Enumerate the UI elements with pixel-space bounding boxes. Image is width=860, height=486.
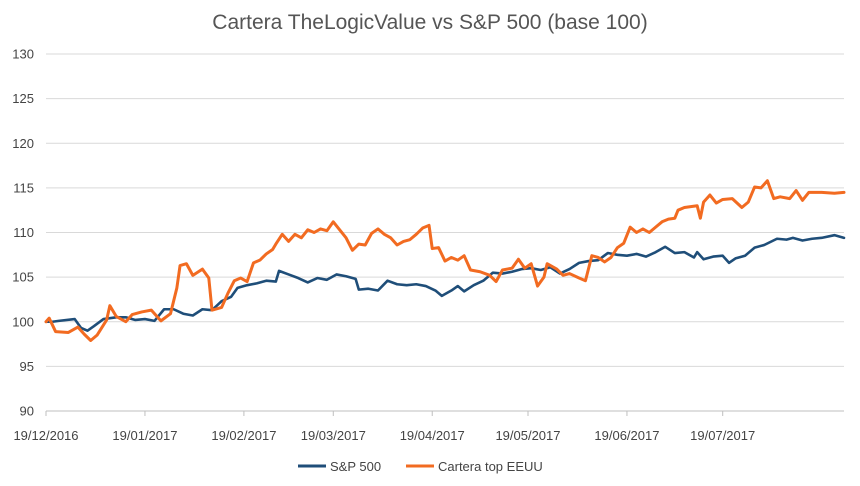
grid (46, 53, 844, 367)
series-line-sp500 (44, 233, 846, 332)
x-tick-label: 19/01/2017 (112, 428, 177, 443)
chart-title: Cartera TheLogicValue vs S&P 500 (base 1… (212, 11, 647, 34)
plot-area (44, 179, 846, 342)
y-tick-label: 100 (12, 314, 34, 329)
x-tick-label: 19/02/2017 (211, 428, 276, 443)
series-line-cartera-top-eeuu (44, 179, 846, 342)
legend[interactable]: S&P 500 Cartera top EEUU (298, 459, 543, 474)
y-tick-label: 130 (12, 47, 34, 62)
y-tick-label: 90 (20, 404, 34, 419)
legend-label-sp500[interactable]: S&P 500 (330, 459, 381, 474)
x-tick-label: 19/05/2017 (495, 428, 560, 443)
x-tick-label: 19/03/2017 (301, 428, 366, 443)
y-tick-label: 125 (12, 91, 34, 106)
y-tick-label: 105 (12, 270, 34, 285)
x-tick-label: 19/04/2017 (400, 428, 465, 443)
legend-label-cartera[interactable]: Cartera top EEUU (438, 459, 543, 474)
y-tick-label: 110 (13, 225, 34, 240)
y-tick-label: 95 (20, 359, 34, 374)
x-axis (45, 410, 844, 416)
x-tick-label: 19/06/2017 (594, 428, 659, 443)
y-tick-label: 115 (13, 180, 34, 195)
y-tick-label: 120 (12, 136, 34, 151)
x-axis-labels: 19/12/2016 19/01/2017 19/02/2017 19/03/2017… (13, 428, 755, 443)
x-tick-label: 19/12/2016 (13, 428, 78, 443)
x-tick-label: 19/07/2017 (690, 428, 755, 443)
y-axis: 90 95 100 105 110 115 120 125 130 (12, 47, 34, 419)
